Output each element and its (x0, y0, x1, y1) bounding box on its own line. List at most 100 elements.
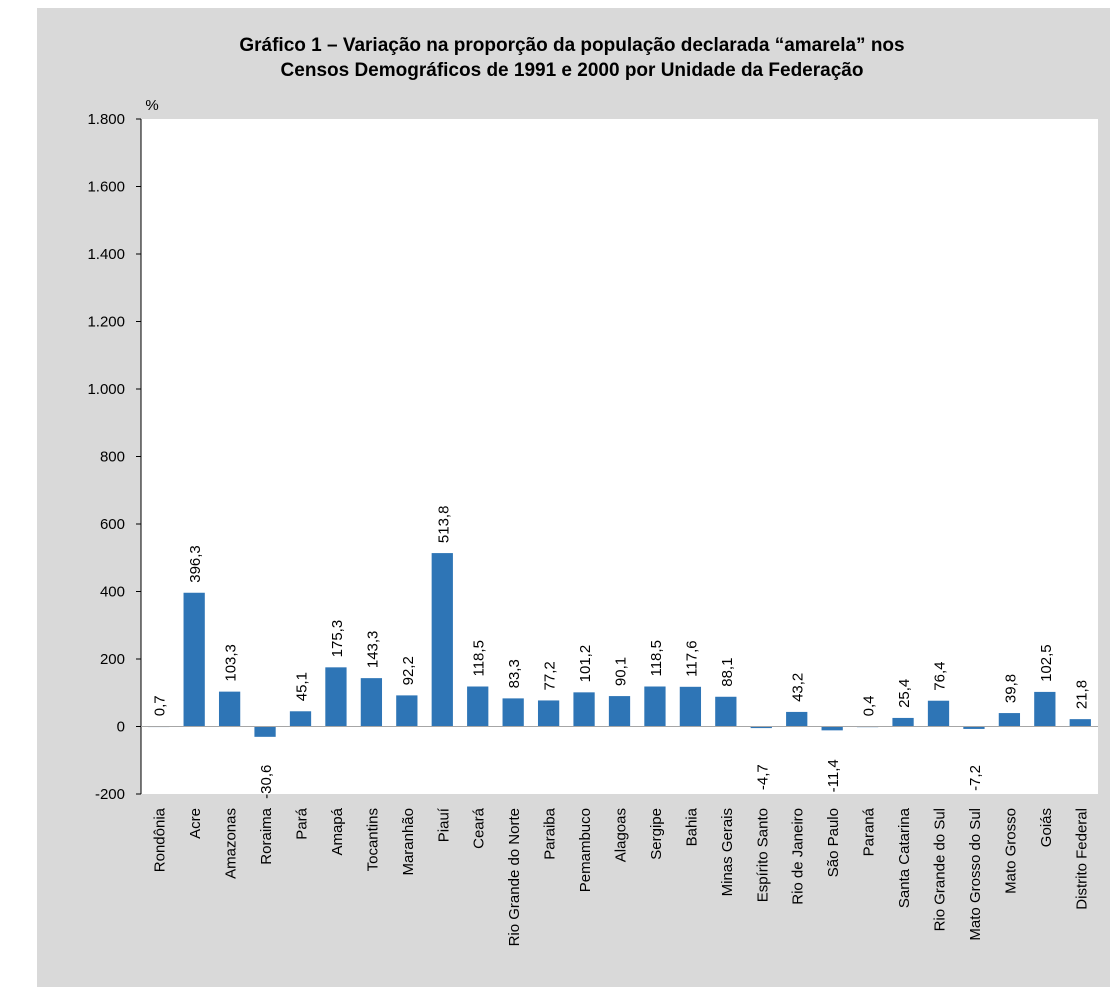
y-tick-label: 200 (100, 651, 125, 668)
category-label: Tocantins (364, 808, 381, 871)
data-label: 25,4 (896, 679, 913, 708)
bar (927, 700, 950, 727)
plot-area (141, 119, 1098, 794)
category-label: Sergipe (648, 808, 665, 860)
data-label: 513,8 (435, 506, 452, 544)
data-label: 118,5 (648, 640, 665, 676)
category-label: Acre (187, 808, 204, 839)
bar (644, 686, 666, 727)
data-label: 92,2 (400, 656, 417, 685)
y-tick-label: 1.600 (87, 179, 125, 196)
bar (502, 698, 524, 727)
category-label: Mato Grosso do Sul (967, 808, 984, 941)
bar (608, 696, 631, 727)
y-tick-label: 400 (100, 584, 125, 601)
bar (431, 553, 453, 727)
category-label: Paraiba (542, 807, 559, 859)
bar (218, 691, 241, 727)
category-labels-group: Rondônia Acre Amazonas Roraima Pará Amapá Toca… (152, 807, 1091, 946)
category-label: Alagoas (613, 808, 630, 862)
category-label: Mato Grosso (1002, 808, 1019, 894)
data-label: 175,3 (329, 620, 346, 658)
bar (679, 686, 702, 727)
data-label: 117,6 (683, 640, 700, 676)
y-tick-label: 0 (117, 719, 125, 736)
data-label: 101,2 (577, 645, 594, 683)
category-label: Pemambuco (577, 808, 594, 892)
category-label: Minas Gerais (719, 808, 736, 896)
bar (467, 686, 489, 727)
bar (786, 711, 808, 727)
y-tick-label: 600 (100, 516, 125, 533)
bar (537, 700, 560, 727)
value-labels-group: 0,7 396,3 103,3 -30,6 45,1 175,3 143,3 92,2 513,… (152, 506, 1091, 799)
category-label: Rio Grande do Norte (506, 808, 523, 946)
data-label: 103,3 (223, 644, 240, 682)
bar (396, 695, 418, 727)
data-label: 102,5 (1038, 644, 1055, 682)
data-label: 39,8 (1002, 674, 1019, 703)
y-axis-unit: % (145, 97, 158, 114)
y-tick-label: 1.800 (87, 111, 125, 128)
category-label: Rio Grande do Sul (932, 808, 949, 931)
category-label: Rondônia (152, 807, 169, 872)
category-label: Goiás (1038, 808, 1055, 847)
data-label: 90,1 (613, 657, 630, 686)
y-tick-label: -200 (95, 786, 125, 803)
bar (360, 678, 383, 727)
data-label: 88,1 (719, 658, 736, 687)
data-label: 83,3 (506, 659, 523, 688)
chart-title-line-2: Censos Demográficos de 1991 e 2000 por U… (281, 60, 864, 81)
data-label: 0,4 (861, 696, 878, 717)
category-label: Paraná (861, 807, 878, 856)
category-label: Maranhão (400, 808, 417, 876)
chart-title-line-1: Gráfico 1 – Variação na proporção da pop… (239, 35, 904, 56)
data-label: -4,7 (754, 764, 771, 790)
data-label: 77,2 (542, 661, 559, 690)
category-label: Ceará (471, 807, 488, 849)
bar (573, 692, 595, 727)
bar (183, 592, 205, 727)
bar (998, 713, 1021, 727)
data-label: 76,4 (932, 662, 949, 691)
category-label: Amazonas (223, 808, 240, 879)
bars-group (148, 553, 1091, 737)
bar (1034, 691, 1056, 727)
data-label: 43,2 (790, 673, 807, 702)
y-axis-ticks: -200 0 200 400 600 800 1.000 1.200 1.400 1.600 1.8… (87, 111, 142, 803)
data-label: 21,8 (1073, 680, 1090, 709)
bar (892, 717, 914, 727)
category-label: Piauí (435, 807, 452, 842)
bar (325, 667, 347, 727)
category-label: São Paulo (825, 808, 842, 877)
data-label: 396,3 (187, 545, 204, 583)
data-label: -11,4 (825, 759, 842, 792)
bar (821, 726, 843, 731)
data-label: 0,7 (152, 695, 169, 716)
category-label: Santa Catarina (896, 807, 913, 908)
data-label: -30,6 (258, 765, 275, 799)
bar (715, 696, 737, 727)
category-label: Rio de Janeiro (790, 808, 807, 905)
y-tick-label: 1.000 (87, 381, 125, 398)
category-label: Roraima (258, 807, 275, 864)
y-tick-label: 1.200 (87, 314, 125, 331)
bar (750, 726, 772, 729)
category-label: Amapá (329, 807, 346, 855)
data-label: -7,2 (967, 765, 984, 791)
category-label: Pará (294, 807, 311, 839)
bar (289, 711, 312, 727)
y-tick-label: 800 (100, 449, 125, 466)
bar (963, 726, 985, 729)
y-tick-label: 1.400 (87, 246, 125, 263)
data-label: 143,3 (364, 631, 381, 669)
data-label: 118,5 (471, 640, 488, 676)
category-label: Espírito Santo (754, 808, 771, 902)
bar (254, 726, 276, 737)
category-label: Distrito Federal (1073, 808, 1090, 910)
data-label: 45,1 (294, 672, 311, 701)
bar (1069, 719, 1091, 727)
category-label: Bahia (683, 807, 700, 846)
